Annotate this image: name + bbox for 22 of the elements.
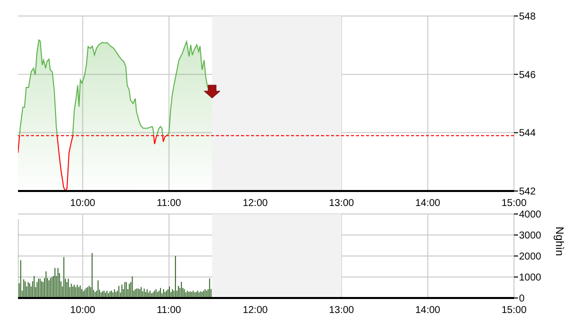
x-tick-label: 10:00 bbox=[70, 198, 96, 210]
y-tick-label: 0 bbox=[519, 294, 525, 305]
x-tick-label: 12:00 bbox=[242, 198, 268, 210]
y-axis-title: Nghìn bbox=[553, 226, 566, 256]
x-tick-label: 11:00 bbox=[156, 198, 182, 210]
x-tick-label: 14:00 bbox=[415, 198, 441, 210]
x-tick-label: 10:00 bbox=[70, 305, 96, 316]
y-tick-label: 546 bbox=[519, 70, 536, 81]
x-tick-label: 14:00 bbox=[415, 305, 441, 316]
y-tick-label: 2000 bbox=[519, 252, 542, 263]
x-tick-label: 15:00 bbox=[501, 305, 527, 316]
x-tick-label: 12:00 bbox=[242, 305, 268, 316]
x-tick-label: 13:00 bbox=[328, 198, 354, 210]
y-tick-label: 544 bbox=[519, 128, 536, 140]
y-tick-label: 542 bbox=[519, 186, 536, 198]
y-tick-label: 548 bbox=[519, 12, 536, 23]
y-tick-label: 3000 bbox=[519, 230, 542, 242]
x-tick-label: 13:00 bbox=[328, 305, 354, 316]
y-tick-label: 1000 bbox=[519, 272, 542, 284]
x-tick-label: 11:00 bbox=[156, 305, 182, 316]
y-tick-label: 4000 bbox=[519, 210, 542, 221]
x-tick-label: 15:00 bbox=[501, 198, 527, 210]
